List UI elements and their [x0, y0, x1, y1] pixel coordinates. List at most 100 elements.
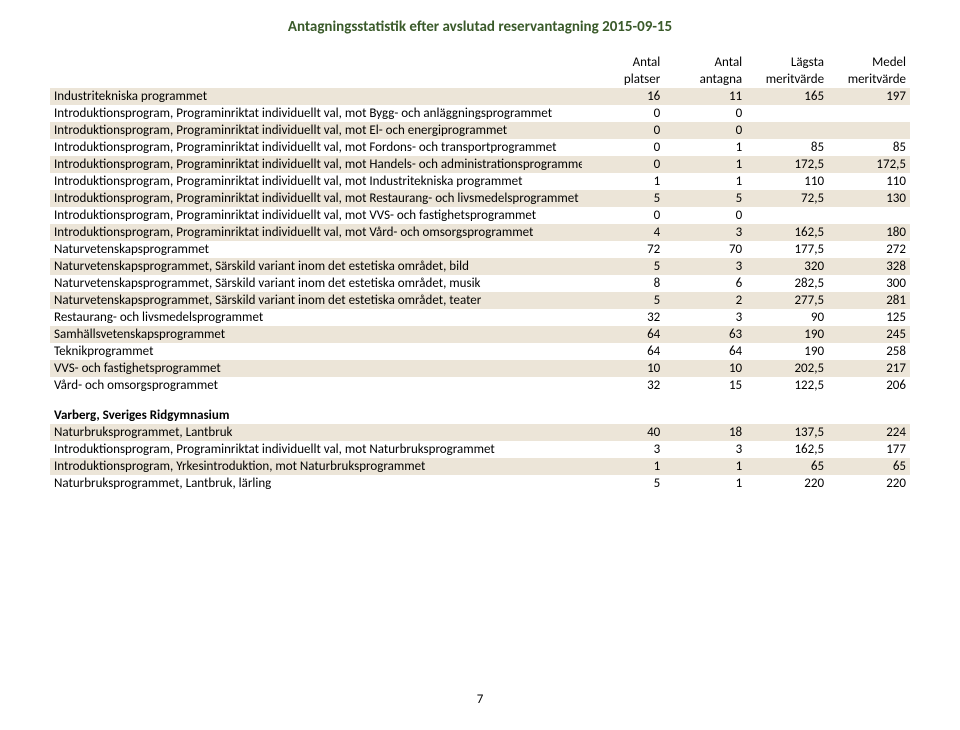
page: Antagningsstatistik efter avslutad reser… [0, 0, 960, 727]
cell-value: 245 [828, 326, 910, 343]
program-name: Introduktionsprogram, Programinriktat in… [50, 190, 582, 207]
program-name: Introduktionsprogram, Programinriktat in… [50, 139, 582, 156]
program-name: Naturvetenskapsprogrammet, Särskild vari… [50, 258, 582, 275]
table-row: Samhällsvetenskapsprogrammet6463190245 [50, 326, 910, 343]
cell-value: 277,5 [746, 292, 828, 309]
cell-value [828, 207, 910, 224]
program-name: Introduktionsprogram, Programinriktat in… [50, 173, 582, 190]
cell-value: 224 [828, 424, 910, 441]
table-row: Introduktionsprogram, Programinriktat in… [50, 441, 910, 458]
cell-value: 220 [746, 475, 828, 492]
cell-value: 3 [582, 441, 664, 458]
table-row: Naturbruksprogrammet, Lantbruk, lärling5… [50, 475, 910, 492]
program-name: VVS- och fastighetsprogrammet [50, 360, 582, 377]
cell-value: 2 [664, 292, 746, 309]
cell-value: 65 [828, 458, 910, 475]
table-row: Introduktionsprogram, Programinriktat in… [50, 105, 910, 122]
cell-value: 1 [664, 458, 746, 475]
table-row: Introduktionsprogram, Yrkesintroduktion,… [50, 458, 910, 475]
cell-value: 6 [664, 275, 746, 292]
program-name: Introduktionsprogram, Programinriktat in… [50, 156, 582, 173]
cell-value: 90 [746, 309, 828, 326]
cell-value: 172,5 [746, 156, 828, 173]
program-name: Samhällsvetenskapsprogrammet [50, 326, 582, 343]
cell-value: 172,5 [828, 156, 910, 173]
cell-value: 18 [664, 424, 746, 441]
cell-value: 202,5 [746, 360, 828, 377]
cell-value: 180 [828, 224, 910, 241]
cell-value [746, 207, 828, 224]
cell-value: 282,5 [746, 275, 828, 292]
program-name: Restaurang- och livsmedelsprogrammet [50, 309, 582, 326]
cell-value: 0 [582, 122, 664, 139]
table-row: Naturvetenskapsprogrammet, Särskild vari… [50, 275, 910, 292]
cell-value: 125 [828, 309, 910, 326]
program-name: Introduktionsprogram, Programinriktat in… [50, 122, 582, 139]
cell-value: 72 [582, 241, 664, 258]
cell-value: 177 [828, 441, 910, 458]
table-row: Naturbruksprogrammet, Lantbruk4018137,52… [50, 424, 910, 441]
table-row: Introduktionsprogram, Programinriktat in… [50, 224, 910, 241]
table-row: Industritekniska programmet1611165197 [50, 88, 910, 105]
cell-value: 3 [664, 309, 746, 326]
cell-value: 63 [664, 326, 746, 343]
cell-value: 85 [828, 139, 910, 156]
cell-value: 85 [746, 139, 828, 156]
cell-value: 206 [828, 377, 910, 394]
cell-value: 8 [582, 275, 664, 292]
program-name: Naturbruksprogrammet, Lantbruk [50, 424, 582, 441]
cell-value: 122,5 [746, 377, 828, 394]
cell-value: 5 [582, 258, 664, 275]
cell-value: 1 [664, 139, 746, 156]
cell-value: 3 [664, 224, 746, 241]
table-header: Antal Antal Lägsta Medel platser antagna… [50, 54, 910, 88]
table-row: Introduktionsprogram, Programinriktat in… [50, 207, 910, 224]
header-medel-2: meritvärde [828, 71, 910, 88]
cell-value: 1 [582, 173, 664, 190]
program-name: Naturvetenskapsprogrammet, Särskild vari… [50, 292, 582, 309]
cell-value: 0 [664, 122, 746, 139]
cell-value: 328 [828, 258, 910, 275]
cell-value: 272 [828, 241, 910, 258]
cell-value: 72,5 [746, 190, 828, 207]
table-row: Introduktionsprogram, Programinriktat in… [50, 190, 910, 207]
cell-value [746, 122, 828, 139]
cell-value: 165 [746, 88, 828, 105]
section-2-header: Varberg, Sveriges Ridgymnasium [50, 394, 910, 424]
cell-value: 3 [664, 258, 746, 275]
cell-value: 5 [582, 190, 664, 207]
header-medel-1: Medel [828, 54, 910, 71]
cell-value: 10 [664, 360, 746, 377]
cell-value: 177,5 [746, 241, 828, 258]
cell-value: 281 [828, 292, 910, 309]
cell-value: 0 [582, 139, 664, 156]
cell-value: 1 [664, 173, 746, 190]
cell-value: 0 [582, 207, 664, 224]
table-row: Introduktionsprogram, Programinriktat in… [50, 122, 910, 139]
table-row: Naturvetenskapsprogrammet, Särskild vari… [50, 258, 910, 275]
cell-value: 162,5 [746, 441, 828, 458]
cell-value: 15 [664, 377, 746, 394]
stats-table: Antal Antal Lägsta Medel platser antagna… [50, 54, 910, 492]
cell-value: 0 [582, 156, 664, 173]
cell-value: 64 [582, 326, 664, 343]
cell-value: 0 [582, 105, 664, 122]
program-name: Introduktionsprogram, Programinriktat in… [50, 224, 582, 241]
table-body-2: Naturbruksprogrammet, Lantbruk4018137,52… [50, 424, 910, 492]
table-row: Teknikprogrammet6464190258 [50, 343, 910, 360]
header-platser-2: platser [582, 71, 664, 88]
cell-value: 0 [664, 207, 746, 224]
cell-value: 65 [746, 458, 828, 475]
program-name: Vård- och omsorgsprogrammet [50, 377, 582, 394]
header-platser-1: Antal [582, 54, 664, 71]
cell-value: 3 [664, 441, 746, 458]
cell-value [828, 105, 910, 122]
cell-value: 197 [828, 88, 910, 105]
section-title: Varberg, Sveriges Ridgymnasium [50, 394, 910, 424]
cell-value: 220 [828, 475, 910, 492]
cell-value: 16 [582, 88, 664, 105]
table-row: Naturvetenskapsprogrammet, Särskild vari… [50, 292, 910, 309]
program-name: Naturvetenskapsprogrammet, Särskild vari… [50, 275, 582, 292]
cell-value: 11 [664, 88, 746, 105]
cell-value: 110 [746, 173, 828, 190]
